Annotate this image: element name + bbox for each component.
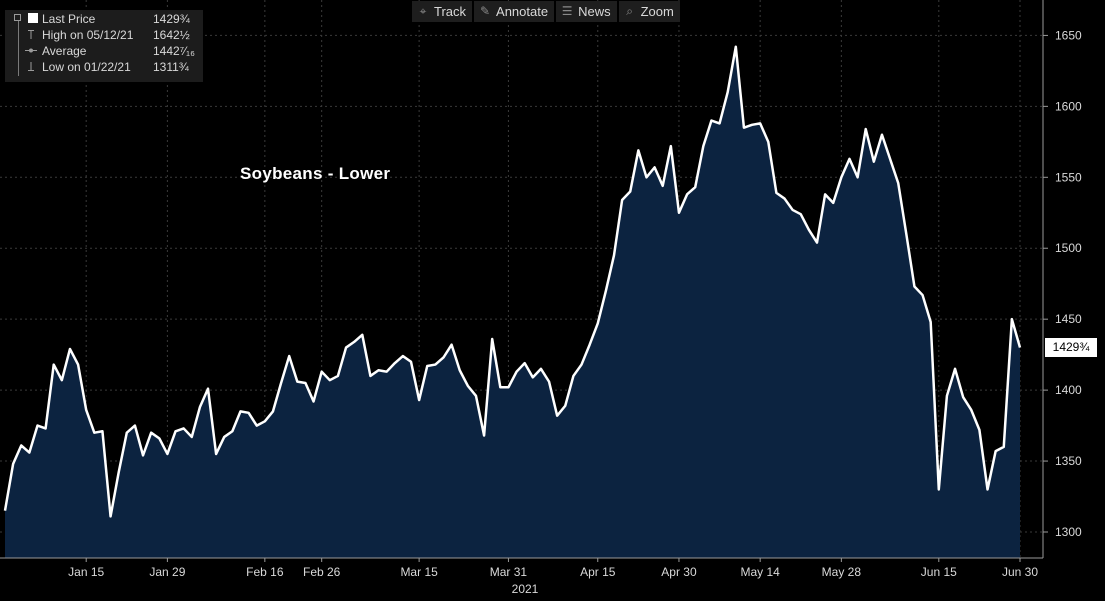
x-tick-label: Feb 16 — [246, 565, 284, 579]
legend-row-high[interactable]: High on 05/12/21 1642½ — [5, 26, 203, 42]
last-price-tag: 1429¾ — [1045, 338, 1097, 357]
x-tick-label: Feb 26 — [303, 565, 341, 579]
y-tick-label: 1600 — [1055, 99, 1082, 113]
legend-row-average[interactable]: Average 1442⁷⁄₁₆ — [5, 42, 203, 58]
y-tick-label: 1500 — [1055, 241, 1082, 255]
track-button[interactable]: ⌖ Track — [412, 1, 473, 22]
magnifier-icon: ⌕ — [626, 4, 633, 18]
last-price-label: Last Price — [42, 12, 96, 26]
chart-toolbar: ⌖ Track ✎ Annotate ☰ News ⌕ Zoom — [412, 1, 680, 22]
y-tick-label: 1550 — [1055, 170, 1082, 184]
last-price-marker-icon — [28, 13, 38, 23]
news-icon: ☰ — [561, 4, 573, 18]
annotate-label: Annotate — [496, 4, 549, 19]
y-tick-label: 1400 — [1055, 383, 1082, 397]
x-tick-label: Jun 15 — [921, 565, 957, 579]
news-label: News — [578, 4, 611, 19]
x-tick-label: Mar 31 — [490, 565, 528, 579]
y-tick-label: 1350 — [1055, 454, 1082, 468]
x-tick-label: May 28 — [822, 565, 862, 579]
x-axis-label: 2021 — [512, 582, 539, 596]
price-line — [3, 45, 1022, 518]
x-tick-label: Jan 15 — [68, 565, 104, 579]
average-value: 1442⁷⁄₁₆ — [153, 44, 195, 58]
legend-row-last-price[interactable]: Last Price 1429¾ — [5, 10, 203, 26]
zoom-label: Zoom — [640, 4, 674, 19]
high-value: 1642½ — [153, 28, 190, 42]
x-tick-label: Jan 29 — [149, 565, 185, 579]
chart-legend: Last Price 1429¾ High on 05/12/21 1642½ … — [5, 10, 203, 82]
high-label: High on 05/12/21 — [42, 28, 134, 42]
average-label: Average — [42, 44, 87, 58]
legend-collapse-icon[interactable] — [14, 14, 21, 21]
y-axis-ticks: 1300 1350 1400 1450 1500 1550 1600 1650 — [1043, 28, 1082, 539]
price-area-fill — [5, 46, 1020, 559]
x-tick-label: Apr 30 — [661, 565, 697, 579]
y-tick-label: 1450 — [1055, 312, 1082, 326]
x-tick-label: Apr 15 — [580, 565, 616, 579]
y-tick-label: 1300 — [1055, 525, 1082, 539]
legend-tree-line — [18, 16, 19, 76]
x-tick-label: Jun 30 — [1002, 565, 1038, 579]
average-marker-icon — [25, 48, 37, 53]
high-marker-icon — [28, 30, 34, 39]
y-tick-label: 1650 — [1055, 28, 1082, 42]
legend-row-low[interactable]: Low on 01/22/21 1311¾ — [5, 58, 203, 74]
last-price-value: 1429¾ — [153, 12, 190, 26]
low-label: Low on 01/22/21 — [42, 60, 131, 74]
pencil-icon: ✎ — [480, 4, 491, 18]
track-label: Track — [434, 4, 467, 19]
zoom-button[interactable]: ⌕ Zoom — [618, 1, 680, 22]
annotate-button[interactable]: ✎ Annotate — [474, 1, 555, 22]
x-tick-label: Mar 15 — [400, 565, 438, 579]
low-marker-icon — [28, 62, 34, 71]
x-axis-ticks: Jan 15 Jan 29 Feb 16 Feb 26 Mar 15 Mar 31 Apr … — [68, 558, 1038, 579]
low-value: 1311¾ — [153, 60, 189, 74]
chart-title: Soybeans - Lower — [240, 164, 391, 183]
news-button[interactable]: ☰ News — [556, 1, 617, 22]
x-tick-label: May 14 — [740, 565, 780, 579]
crosshair-icon: ⌖ — [419, 4, 427, 18]
